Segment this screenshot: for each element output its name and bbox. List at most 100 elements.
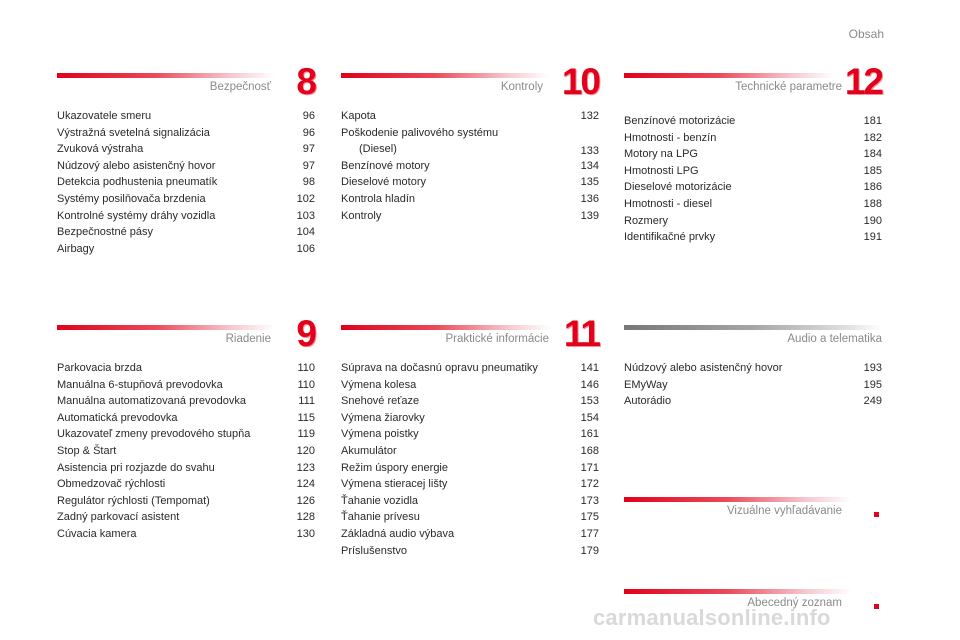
toc-page-number: 161 (580, 428, 599, 441)
toc-item[interactable]: Motory na LPG 184 (624, 146, 882, 163)
section-header: Bezpečnosť 8 (57, 62, 317, 108)
toc-item[interactable]: Hmotnosti - benzín 182 (624, 130, 882, 147)
toc-item[interactable]: Benzínové motory 134 (341, 158, 599, 175)
chapter-dot-icon[interactable] (870, 490, 882, 517)
toc-item-label: Cúvacia kamera (57, 527, 137, 540)
toc-item[interactable]: Zadný parkovací asistent 128 (57, 509, 315, 526)
toc-item[interactable]: Ťahanie vozidla 173 (341, 493, 599, 510)
toc-item[interactable]: Ukazovatele smeru 96 (57, 108, 315, 125)
toc-page-number: 173 (580, 494, 599, 507)
toc-item-label: Príslušenstvo (341, 544, 408, 557)
toc-item[interactable]: Ťahanie prívesu 175 (341, 509, 599, 526)
toc-item[interactable]: Autorádio 249 (624, 393, 882, 410)
toc-item-label: Základná audio výbava (341, 527, 455, 540)
toc-item[interactable]: Poškodenie palivového systému (Diesel) 1… (341, 125, 599, 158)
section-divider (341, 325, 551, 330)
toc-item[interactable]: Kapota 132 (341, 108, 599, 125)
chapter-number[interactable]: 10 (561, 61, 601, 102)
section-title[interactable]: Kontroly (500, 81, 543, 93)
chapter-number[interactable]: 11 (563, 313, 601, 354)
toc-item[interactable]: Benzínové motorizácie 181 (624, 113, 882, 130)
toc-item-label: EMyWay (624, 378, 668, 391)
toc-item[interactable]: Kontroly 139 (341, 208, 599, 225)
toc-item[interactable]: Airbagy 106 (57, 241, 315, 258)
toc-item[interactable]: Výmena stieracej lišty 172 (341, 476, 599, 493)
toc-item-label: Ťahanie prívesu (341, 511, 420, 524)
toc-item[interactable]: Režim úspory energie 171 (341, 460, 599, 477)
toc-item-label: Detekcia podhustenia pneumatík (57, 176, 218, 189)
toc-item-label: Manuálna 6-stupňová prevodovka (57, 378, 223, 391)
toc-item[interactable]: Súprava na dočasnú opravu pneumatiky 141 (341, 360, 599, 377)
toc-item[interactable]: Detekcia podhustenia pneumatík 98 (57, 174, 315, 191)
toc-item[interactable]: Ukazovateľ zmeny prevodového stupňa 119 (57, 426, 315, 443)
section-riadenie: Riadenie 9 Parkovacia brzda 110 Manuálna … (57, 314, 317, 543)
chapter-number[interactable]: 12 (844, 61, 884, 102)
toc-page-number: 177 (580, 527, 599, 540)
toc-page-number: 97 (302, 159, 315, 172)
toc-item[interactable]: Cúvacia kamera 130 (57, 526, 315, 543)
toc-item[interactable]: Rozmery 190 (624, 213, 882, 230)
toc-item[interactable]: Systémy posilňovača brzdenia 102 (57, 191, 315, 208)
chapter-number[interactable]: 8 (296, 61, 317, 102)
toc-item[interactable]: Núdzový alebo asistenčný hovor 97 (57, 158, 315, 175)
toc-item[interactable]: Snehové reťaze 153 (341, 393, 599, 410)
toc-page-number: 124 (296, 478, 315, 491)
toc-item[interactable]: Manuálna 6-stupňová prevodovka 110 (57, 377, 315, 394)
section-vizualne: Vizuálne vyhľadávanie (624, 492, 882, 532)
toc-item[interactable]: EMyWay 195 (624, 377, 882, 394)
toc-item-label: Ťahanie vozidla (341, 494, 419, 507)
toc-item-label: Regulátor rýchlosti (Tempomat) (57, 494, 210, 507)
toc-item[interactable]: Príslušenstvo 179 (341, 543, 599, 560)
toc-item[interactable]: Asistencia pri rozjazde do svahu 123 (57, 460, 315, 477)
toc-item[interactable]: Výmena žiarovky 154 (341, 410, 599, 427)
toc-item[interactable]: Výstražná svetelná signalizácia 96 (57, 125, 315, 142)
section-title[interactable]: Audio a telematika (787, 333, 882, 345)
section-divider (624, 73, 834, 78)
section-title[interactable]: Bezpečnosť (209, 81, 271, 93)
toc-item-label: Identifikačné prvky (624, 231, 716, 244)
section-header: Vizuálne vyhľadávanie (624, 492, 882, 532)
toc-item-label-continued: (Diesel) (359, 143, 397, 156)
toc-item[interactable]: Bezpečnostné pásy 104 (57, 224, 315, 241)
toc-item[interactable]: Hmotnosti LPG 185 (624, 163, 882, 180)
toc-item[interactable]: Akumulátor 168 (341, 443, 599, 460)
section-title[interactable]: Praktické informácie (445, 333, 549, 345)
toc-item-label: Výmena kolesa (341, 378, 417, 391)
toc-page-number: 126 (296, 494, 315, 507)
toc-item[interactable]: Kontrolné systémy dráhy vozidla 103 (57, 208, 315, 225)
toc-item[interactable]: Výmena kolesa 146 (341, 377, 599, 394)
toc-item[interactable]: Regulátor rýchlosti (Tempomat) 126 (57, 493, 315, 510)
toc-item[interactable]: Manuálna automatizovaná prevodovka 111 (57, 393, 315, 410)
section-title[interactable]: Riadenie (225, 333, 271, 345)
toc-item[interactable]: Výmena poistky 161 (341, 426, 599, 443)
toc-item-label: Rozmery (624, 214, 669, 227)
toc-page-number: 168 (580, 444, 599, 457)
toc-item[interactable]: Parkovacia brzda 110 (57, 360, 315, 377)
section-title[interactable]: Abecedný zoznam (747, 597, 842, 609)
toc-page-number: 193 (863, 362, 882, 374)
toc-list: Ukazovatele smeru 96 Výstražná svetelná s… (57, 108, 315, 257)
toc-item[interactable]: Kontrola hladín 136 (341, 191, 599, 208)
toc-item[interactable]: Hmotnosti - diesel 188 (624, 196, 882, 213)
toc-item[interactable]: Dieselové motory 135 (341, 174, 599, 191)
toc-item[interactable]: Dieselové motorizácie 186 (624, 179, 882, 196)
toc-page-number: 123 (296, 461, 315, 474)
chapter-dot-icon[interactable] (870, 582, 882, 609)
toc-item[interactable]: Identifikačné prvky 191 (624, 229, 882, 246)
toc-item[interactable]: Obmedzovač rýchlosti 124 (57, 476, 315, 493)
section-title[interactable]: Vizuálne vyhľadávanie (726, 505, 842, 517)
toc-item[interactable]: Núdzový alebo asistenčný hovor 193 (624, 360, 882, 377)
toc-item-label: Benzínové motory (341, 159, 430, 172)
toc-item[interactable]: Základná audio výbava 177 (341, 526, 599, 543)
toc-item[interactable]: Stop & Štart 120 (57, 443, 315, 460)
toc-page-number: 111 (298, 395, 315, 408)
toc-item-label: Kontrolné systémy dráhy vozidla (57, 209, 216, 222)
chapter-number[interactable]: 9 (296, 313, 317, 354)
toc-page-number: 132 (580, 110, 599, 122)
toc-list: Súprava na dočasnú opravu pneumatiky 141 … (341, 360, 599, 559)
toc-item[interactable]: Zvuková výstraha 97 (57, 141, 315, 158)
section-title[interactable]: Technické parametre (735, 81, 842, 93)
toc-item[interactable]: Automatická prevodovka 115 (57, 410, 315, 427)
toc-page-number: 249 (863, 395, 882, 408)
toc-page-number: 96 (302, 126, 315, 139)
